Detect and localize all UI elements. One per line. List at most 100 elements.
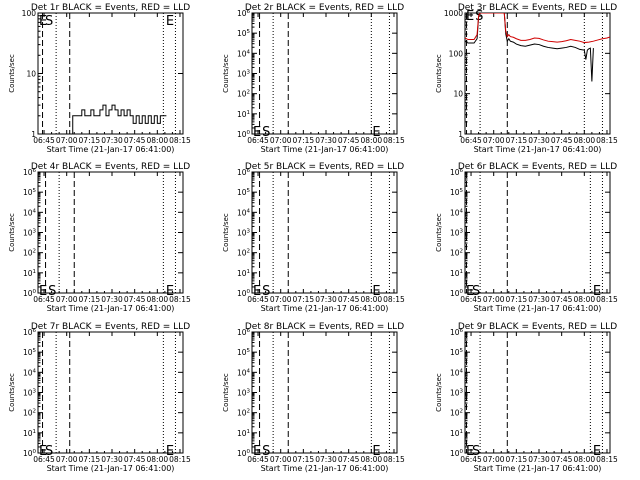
y-tick-mantissa: 10	[26, 70, 36, 79]
lld-series-line	[465, 13, 610, 44]
y-tick-exponent: 3	[460, 389, 464, 395]
y-tick-label: 105	[237, 188, 251, 197]
x-tick-label: 06:45	[460, 295, 482, 304]
y-tick-exponent: 4	[460, 368, 464, 374]
y-axis-label: Counts/sec	[435, 54, 443, 93]
x-tick-label: 08:00	[574, 136, 596, 145]
event-marker-e: E	[39, 14, 47, 29]
y-tick-mantissa: 10	[237, 409, 247, 418]
event-marker-s: S	[262, 284, 270, 299]
x-tick-label: 07:15	[506, 136, 528, 145]
events-series-line	[69, 104, 167, 134]
y-tick-label: 103	[237, 389, 251, 398]
y-tick-mantissa: 10	[237, 70, 247, 79]
y-tick-mantissa: 10	[237, 449, 247, 458]
y-tick-label: 104	[23, 368, 37, 377]
y-tick-mantissa: 10	[450, 449, 460, 458]
plot-frame	[464, 12, 611, 135]
y-tick-label: 103	[237, 70, 251, 79]
y-tick-mantissa: 10	[23, 249, 33, 258]
y-tick-exponent: 4	[33, 368, 37, 374]
x-tick-label: 08:15	[596, 136, 618, 145]
x-tick-label: 07:15	[79, 295, 101, 304]
x-tick-label: 08:15	[169, 295, 191, 304]
y-tick-label: 106	[450, 168, 464, 177]
y-tick-label: 1	[458, 130, 463, 139]
panel-title: Det 7r BLACK = Events, RED = LLD	[31, 322, 190, 332]
y-tick-mantissa: 10	[23, 289, 33, 298]
x-axis-label: Start Time (21-Jan-17 06:41:00)	[261, 145, 389, 154]
y-tick-label: 103	[450, 389, 464, 398]
y-tick-label: 101	[450, 269, 463, 278]
y-tick-exponent: 1	[247, 429, 251, 435]
y-tick-label: 1000	[444, 9, 463, 18]
y-tick-label: 106	[237, 9, 251, 18]
y-axis-label: Counts/sec	[8, 54, 16, 93]
x-tick-label: 06:45	[460, 136, 482, 145]
x-tick-label: 07:30	[101, 136, 123, 145]
y-tick-exponent: 5	[33, 188, 37, 194]
event-marker-e: E	[166, 284, 174, 299]
panel-title: Det 8r BLACK = Events, RED = LLD	[245, 322, 404, 332]
y-tick-exponent: 2	[33, 409, 37, 415]
y-tick-label: 103	[23, 389, 37, 398]
event-marker-s: S	[262, 125, 270, 140]
y-tick-mantissa: 10	[450, 269, 460, 278]
y-tick-mantissa: 10	[237, 269, 247, 278]
event-marker-e: E	[372, 125, 380, 140]
y-tick-label: 105	[450, 188, 464, 197]
y-tick-label: 104	[450, 208, 464, 217]
y-tick-mantissa: 10	[450, 429, 460, 438]
y-tick-label: 104	[450, 368, 464, 377]
y-tick-mantissa: 10	[23, 208, 33, 217]
panel-title: Det 5r BLACK = Events, RED = LLD	[245, 162, 404, 172]
plot-frame	[251, 12, 398, 135]
y-tick-label: 103	[450, 229, 464, 238]
x-axis-label: Start Time (21-Jan-17 06:41:00)	[47, 304, 175, 313]
y-tick-label: 100	[22, 9, 37, 18]
x-axis-label: Start Time (21-Jan-17 06:41:00)	[474, 145, 602, 154]
event-marker-s: S	[48, 284, 56, 299]
y-tick-mantissa: 1000	[444, 9, 463, 18]
event-marker-e: E	[166, 444, 174, 459]
y-tick-exponent: 2	[33, 249, 37, 255]
y-tick-mantissa: 100	[449, 49, 464, 58]
plot-frame	[464, 171, 611, 294]
y-axis-label: Counts/sec	[222, 54, 230, 93]
y-tick-mantissa: 10	[450, 188, 460, 197]
y-tick-exponent: 3	[247, 70, 251, 76]
event-marker-e: E	[253, 284, 261, 299]
panel-title: Det 1r BLACK = Events, RED = LLD	[31, 3, 190, 13]
y-tick-mantissa: 10	[237, 188, 247, 197]
x-tick-label: 07:45	[124, 455, 146, 464]
y-tick-exponent: 5	[33, 348, 37, 354]
y-axis-label: Counts/sec	[8, 373, 16, 412]
y-tick-label: 104	[23, 208, 37, 217]
y-tick-mantissa: 10	[237, 368, 247, 377]
y-axis-label: Counts/sec	[435, 373, 443, 412]
y-tick-label: 102	[23, 249, 36, 258]
x-tick-label: 07:00	[56, 295, 78, 304]
x-tick-label: 06:45	[33, 295, 55, 304]
x-tick-label: 07:30	[528, 455, 550, 464]
y-tick-mantissa: 10	[450, 249, 460, 258]
y-tick-exponent: 6	[460, 328, 464, 334]
plot-frame	[37, 331, 184, 454]
x-tick-label: 07:30	[528, 295, 550, 304]
y-tick-mantissa: 10	[23, 328, 33, 337]
x-tick-label: 06:45	[33, 136, 55, 145]
y-tick-mantissa: 10	[237, 90, 247, 99]
y-tick-exponent: 0	[460, 289, 464, 295]
x-tick-label: 08:15	[169, 455, 191, 464]
y-tick-exponent: 1	[460, 269, 464, 275]
y-tick-label: 105	[237, 348, 251, 357]
y-tick-exponent: 6	[247, 9, 251, 15]
y-tick-mantissa: 10	[23, 348, 33, 357]
y-tick-label: 103	[23, 229, 37, 238]
x-axis-label: Start Time (21-Jan-17 06:41:00)	[261, 304, 389, 313]
x-axis-label: Start Time (21-Jan-17 06:41:00)	[474, 304, 602, 313]
